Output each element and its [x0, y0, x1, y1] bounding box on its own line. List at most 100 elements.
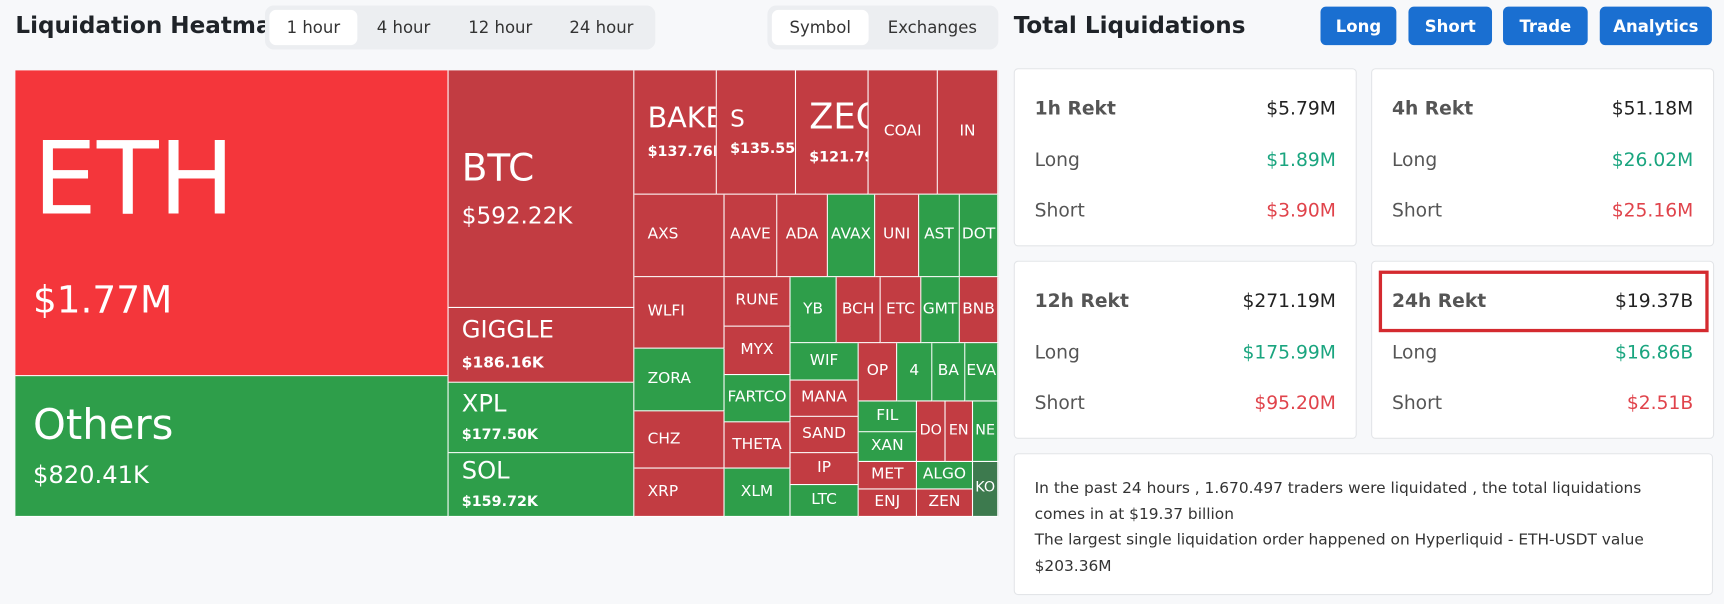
heatmap-cell[interactable]: XAN: [858, 432, 917, 462]
heatmap-cell[interactable]: DOT: [959, 194, 999, 278]
row-label: Long: [1034, 149, 1080, 172]
rekt-card: 12h Rekt $271.19M Long $175.99M Short $95.20M: [1013, 260, 1357, 439]
cell-symbol: SAND: [802, 424, 847, 443]
heatmap-cell[interactable]: ZORA: [634, 348, 725, 412]
heatmap-cell[interactable]: EVA: [965, 343, 999, 402]
action-button[interactable]: Trade: [1503, 6, 1588, 46]
cell-value: $1.77M: [32, 278, 173, 323]
heatmap-cell[interactable]: RUNE: [724, 277, 791, 327]
heatmap-cell[interactable]: AVAX: [827, 194, 876, 278]
cell-symbol: WIF: [809, 351, 839, 370]
cell-symbol: MANA: [801, 388, 848, 407]
time-tab[interactable]: 1 hour: [269, 9, 358, 46]
heatmap-cell[interactable]: MANA: [790, 380, 859, 417]
heatmap-cell[interactable]: BNB: [959, 277, 999, 344]
card-row: Long $26.02M: [1392, 150, 1693, 172]
cell-symbol: SOL: [461, 457, 510, 485]
cell-symbol: IN: [959, 122, 976, 141]
info-box: In the past 24 hours , 1.670.497 traders…: [1013, 453, 1714, 596]
heatmap-cell[interactable]: CHZ: [634, 411, 725, 469]
card-row: Short $3.90M: [1035, 200, 1336, 222]
heatmap-cell[interactable]: ETC: [880, 277, 922, 344]
cell-value: $820.41K: [32, 462, 149, 490]
heatmap-cell[interactable]: EN: [945, 401, 974, 462]
heatmap-cell[interactable]: AAVE: [724, 194, 778, 278]
heatmap-cell[interactable]: FIL: [858, 401, 917, 433]
view-tab[interactable]: Symbol: [771, 9, 869, 46]
heatmap-cell[interactable]: LTC: [790, 485, 859, 517]
heatmap-cell[interactable]: ENJ: [858, 489, 917, 517]
cell-symbol: AST: [924, 225, 954, 244]
heatmap-cell[interactable]: MET: [858, 462, 917, 490]
heatmap-cell[interactable]: GMT: [921, 277, 960, 344]
heatmap-cell[interactable]: WIF: [790, 343, 859, 381]
cell-symbol: MYX: [740, 340, 774, 359]
heatmap-cell[interactable]: BTC $592.22K: [448, 70, 635, 309]
heatmap-cell[interactable]: ADA: [777, 194, 828, 278]
cell-symbol: IP: [817, 459, 831, 477]
time-tab[interactable]: 12 hour: [468, 17, 533, 38]
heatmap-cell[interactable]: COAI: [868, 70, 938, 195]
row-value: $3.90M: [1266, 200, 1336, 223]
heatmap-cell[interactable]: ETH $1.77M: [15, 70, 449, 377]
card-row: Long $175.99M: [1035, 342, 1336, 364]
page-title: Liquidation Heatmap: [15, 12, 289, 39]
heatmap-cell[interactable]: ALGO: [916, 462, 974, 490]
cell-value: $135.55K: [730, 140, 796, 157]
heatmap-cell[interactable]: IN: [937, 70, 999, 195]
heatmap-cell[interactable]: MYX: [724, 326, 791, 376]
heatmap-cell[interactable]: XPL $177.50K: [448, 382, 635, 454]
rekt-card: 4h Rekt $51.18M Long $26.02M Short $25.16M: [1371, 68, 1715, 247]
heatmap-cell[interactable]: NE: [973, 401, 999, 462]
cell-symbol: BCH: [841, 300, 875, 318]
heatmap-cell[interactable]: KO: [973, 462, 999, 517]
heatmap-cell[interactable]: GIGGLE $186.16K: [448, 308, 635, 383]
heatmap-cell[interactable]: YB: [790, 277, 837, 344]
heatmap-cell[interactable]: WLFI: [634, 277, 725, 349]
heatmap-cell[interactable]: SOL $159.72K: [448, 453, 635, 517]
view-tab[interactable]: Exchanges: [887, 17, 977, 38]
card-total: $19.37B: [1614, 290, 1694, 313]
row-label: Long: [1034, 342, 1080, 365]
cell-symbol: ZORA: [647, 369, 691, 388]
heatmap-cell[interactable]: BA: [932, 343, 966, 402]
card-row: Long $16.86B: [1392, 342, 1693, 364]
heatmap-cell[interactable]: DO: [916, 401, 946, 462]
card-total: $271.19M: [1242, 290, 1336, 313]
heatmap-cell[interactable]: UNI: [875, 194, 920, 278]
cell-symbol: AAVE: [730, 225, 771, 244]
heatmap-cell[interactable]: BAKE $137.76K: [634, 70, 717, 195]
heatmap-cell[interactable]: SAND: [790, 416, 859, 454]
heatmap-cell[interactable]: XLM: [724, 468, 791, 517]
heatmap-cell[interactable]: XRP: [634, 468, 725, 517]
action-button[interactable]: Long: [1320, 6, 1397, 46]
time-tab[interactable]: 4 hour: [376, 17, 431, 38]
cell-symbol: FARTCO: [727, 388, 787, 407]
cell-symbol: RUNE: [735, 291, 779, 310]
cell-symbol: EN: [948, 422, 969, 439]
heatmap-cell[interactable]: FARTCO: [724, 375, 791, 423]
heatmap-cell[interactable]: 4: [897, 343, 933, 402]
cell-symbol: THETA: [732, 435, 782, 453]
cell-symbol: ETC: [885, 300, 915, 318]
time-tab[interactable]: 24 hour: [569, 17, 634, 38]
heatmap-cell[interactable]: AXS: [634, 194, 725, 278]
heatmap-cell[interactable]: AST: [919, 194, 960, 278]
row-label: Short: [1391, 392, 1443, 415]
heatmap-cell[interactable]: THETA: [724, 422, 791, 469]
heatmap-cell[interactable]: BCH: [836, 277, 881, 344]
cell-symbol: XAN: [870, 437, 904, 455]
heatmap-cell[interactable]: ZEN: [916, 489, 974, 517]
cell-symbol: ADA: [785, 225, 819, 244]
action-button[interactable]: Analytics: [1599, 6, 1712, 46]
heatmap-cell[interactable]: S $135.55K: [716, 70, 797, 195]
rekt-card: 1h Rekt $5.79M Long $1.89M Short $3.90M: [1013, 68, 1357, 247]
action-button[interactable]: Short: [1408, 6, 1493, 46]
heatmap-cell[interactable]: Others $820.41K: [15, 376, 449, 517]
heatmap-cell[interactable]: ZEC $121.79K: [796, 70, 869, 195]
heatmap-cell[interactable]: OP: [858, 343, 898, 402]
cell-symbol: DO: [919, 422, 942, 439]
cell-symbol: Others: [32, 399, 174, 449]
heatmap-cell[interactable]: IP: [790, 453, 859, 486]
row-label: Long: [1391, 342, 1438, 365]
